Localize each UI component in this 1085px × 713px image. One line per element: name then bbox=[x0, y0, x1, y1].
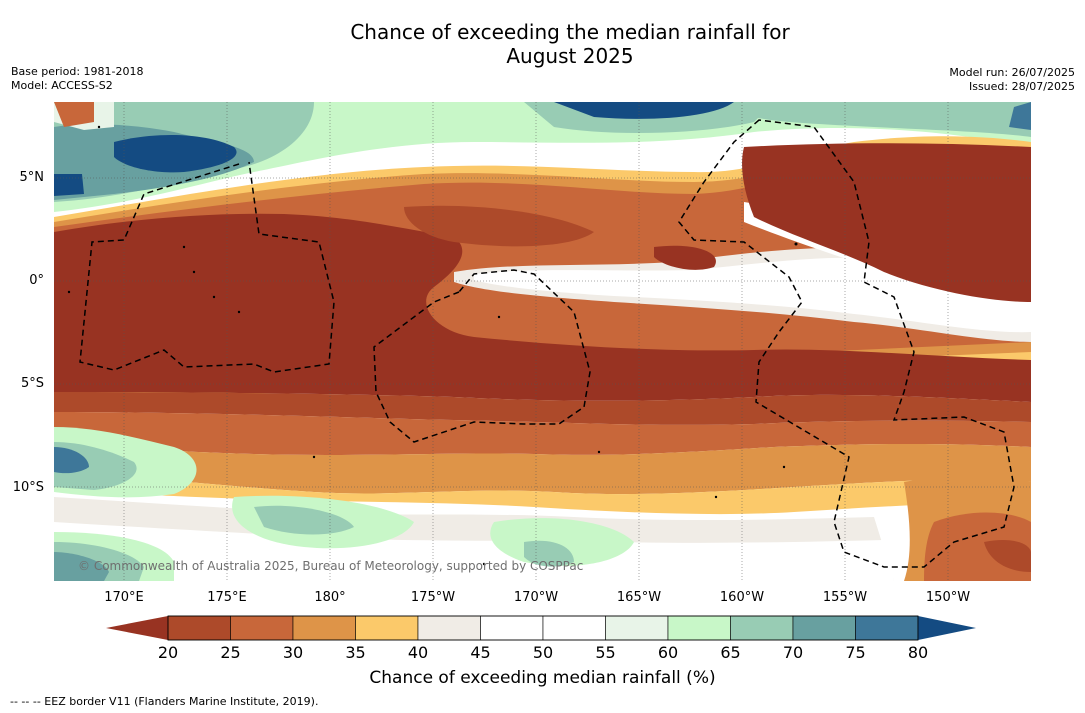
colorbar-cell bbox=[355, 615, 419, 641]
lat-label-10s: 10°S bbox=[12, 480, 44, 495]
colorbar-tick-label: 25 bbox=[220, 643, 241, 662]
colorbar-cell bbox=[167, 615, 231, 641]
colorbar-cells bbox=[167, 615, 919, 641]
map-title: Chance of exceeding the median rainfall … bbox=[0, 20, 1085, 68]
north-wet-region bbox=[54, 102, 1031, 212]
colorbar-cell bbox=[542, 615, 606, 641]
colorbar-cell bbox=[605, 615, 669, 641]
lon-label-180: 180° bbox=[314, 590, 346, 605]
colorbar-tick-label: 75 bbox=[845, 643, 866, 662]
colorbar-under-arrow bbox=[106, 616, 168, 640]
dry-core-regions bbox=[54, 143, 1031, 402]
colorbar-cell bbox=[230, 615, 294, 641]
issued-date: Issued: 28/07/2025 bbox=[968, 80, 1075, 93]
colorbar-tick-label: 20 bbox=[157, 643, 179, 662]
lon-label-160w: 160°W bbox=[719, 590, 765, 605]
lon-label-165w: 165°W bbox=[616, 590, 662, 605]
colorbar-tick-label: 50 bbox=[532, 643, 554, 662]
colorbar-tick-label: 45 bbox=[470, 643, 491, 662]
base-period: Base period: 1981-2018 bbox=[11, 65, 144, 78]
colorbar-over-arrow bbox=[918, 616, 976, 640]
copyright-notice: © Commonwealth of Australia 2025, Bureau… bbox=[78, 559, 584, 573]
lon-label-155w: 155°W bbox=[822, 590, 868, 605]
lat-label-5n: 5°N bbox=[19, 170, 45, 185]
title-line-2: August 2025 bbox=[506, 44, 634, 68]
colorbar-tick-label: 35 bbox=[345, 643, 366, 662]
lon-label-175w: 175°W bbox=[410, 590, 456, 605]
model-run: Model run: 26/07/2025 bbox=[949, 66, 1075, 79]
colorbar-tick-label: 30 bbox=[282, 643, 304, 662]
lon-label-175e: 175°E bbox=[207, 590, 247, 605]
meta-left: Base period: 1981-2018 Model: ACCESS-S2 bbox=[11, 65, 143, 93]
colorbar-cell bbox=[417, 615, 481, 641]
colorbar-cell bbox=[480, 615, 544, 641]
colorbar bbox=[106, 615, 976, 641]
eez-legend-note: -- -- -- EEZ border V11 (Flanders Marine… bbox=[10, 695, 319, 708]
colorbar-label: Chance of exceeding median rainfall (%) bbox=[369, 668, 716, 688]
colorbar-cell bbox=[855, 615, 919, 641]
colorbar-cell bbox=[730, 615, 794, 641]
colorbar-tick-label: 80 bbox=[907, 643, 929, 662]
lon-label-170w: 170°W bbox=[513, 590, 559, 605]
rainfall-map bbox=[54, 102, 1031, 581]
title-line-1: Chance of exceeding the median rainfall … bbox=[350, 20, 790, 44]
colorbar-tick-label: 55 bbox=[595, 643, 616, 662]
model-name: Model: ACCESS-S2 bbox=[11, 79, 113, 92]
colorbar-tick-label: 40 bbox=[407, 643, 429, 662]
south-transition-band bbox=[54, 392, 1031, 581]
colorbar-cell bbox=[667, 615, 731, 641]
south-wet-region bbox=[54, 427, 894, 581]
islands bbox=[67, 125, 798, 566]
eez-borders bbox=[79, 119, 1015, 568]
graticule bbox=[54, 102, 1031, 581]
lon-label-150w: 150°W bbox=[925, 590, 971, 605]
colorbar-cell bbox=[292, 615, 356, 641]
colorbar-tick-label: 70 bbox=[782, 643, 804, 662]
colorbar-tick-label: 65 bbox=[720, 643, 741, 662]
lat-label-5s: 5°S bbox=[20, 376, 44, 391]
colorbar-outline bbox=[167, 615, 919, 641]
colorbar-cell bbox=[792, 615, 856, 641]
lat-label-0: 0° bbox=[29, 273, 44, 288]
colorbar-tick-label: 60 bbox=[657, 643, 679, 662]
lon-label-170e: 170°E bbox=[104, 590, 144, 605]
meta-right: Model run: 26/07/2025 Issued: 28/07/2025 bbox=[949, 66, 1075, 94]
